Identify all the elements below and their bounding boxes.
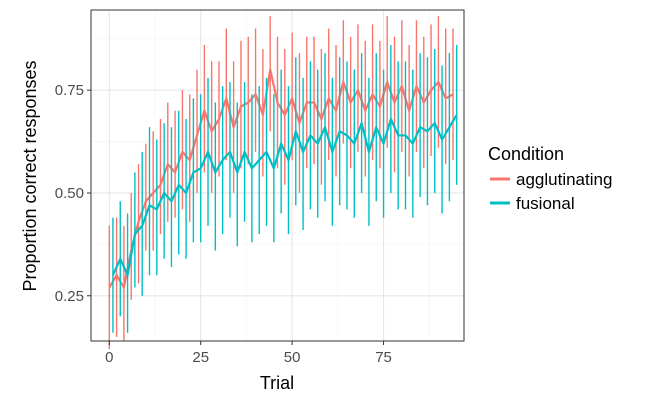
x-axis-title: Trial: [260, 373, 294, 393]
series-fusional: [111, 44, 458, 333]
series-layer: [108, 16, 458, 350]
legend-label-fusional: fusional: [516, 194, 575, 213]
legend: Condition agglutinating fusional: [488, 144, 612, 213]
plot-border: [90, 9, 465, 342]
y-tick-label: 0.25: [55, 288, 84, 305]
axis-ticks: [87, 89, 385, 345]
tick-labels: 0 25 50 75 0.25 0.50 0.75: [55, 82, 392, 366]
x-tick-label: 75: [375, 349, 392, 366]
mean-line: [111, 114, 458, 277]
legend-title: Condition: [488, 144, 564, 164]
y-tick-label: 0.75: [55, 82, 84, 99]
y-axis-title: Proportion correct responses: [20, 60, 40, 291]
legend-label-agglutinating: agglutinating: [516, 170, 612, 189]
x-tick-label: 0: [105, 349, 113, 366]
x-tick-label: 50: [284, 349, 301, 366]
y-tick-label: 0.50: [55, 185, 84, 202]
x-tick-label: 25: [192, 349, 209, 366]
series-agglutinating: [108, 16, 454, 350]
